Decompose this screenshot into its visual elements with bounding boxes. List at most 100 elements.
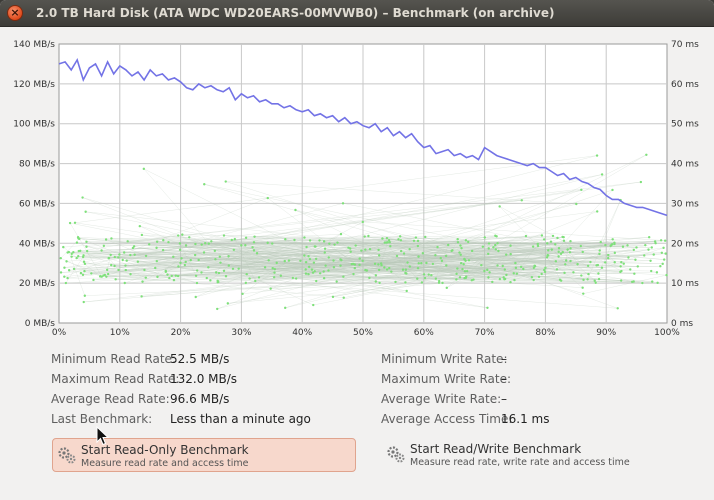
- access-time-point: [305, 245, 308, 249]
- read-only-button-subtitle: Measure read rate and access time: [81, 458, 249, 469]
- access-time-point: [456, 241, 460, 244]
- access-time-point: [650, 269, 653, 273]
- access-time-point: [332, 265, 336, 269]
- access-time-point: [373, 262, 377, 265]
- access-time-point: [660, 251, 664, 254]
- access-time-point: [480, 263, 483, 267]
- access-time-point: [287, 259, 291, 262]
- access-time-point: [84, 210, 87, 213]
- access-time-point: [143, 268, 146, 272]
- read-write-button-subtitle: Measure read rate, write rate and access…: [410, 457, 630, 468]
- access-time-point: [378, 281, 381, 285]
- access-time-point: [652, 253, 655, 256]
- access-time-point: [405, 289, 408, 293]
- access-time-point: [643, 254, 646, 257]
- access-time-point: [554, 243, 557, 246]
- access-time-point: [324, 264, 327, 267]
- access-time-point: [635, 246, 638, 249]
- access-time-point: [155, 240, 159, 243]
- access-time-point: [600, 173, 604, 176]
- access-time-point: [181, 233, 184, 236]
- access-time-point: [564, 263, 567, 266]
- access-time-point: [307, 254, 310, 258]
- access-time-point: [327, 269, 330, 272]
- access-time-point: [170, 274, 173, 278]
- access-time-point: [65, 260, 68, 263]
- access-time-point: [194, 242, 197, 246]
- benchmark-chart-svg: 0% 10% 20% 30% 40% 50% 60% 70% 80% 90% 100% 0 MB/s 2…: [13, 40, 699, 338]
- access-time-point: [252, 249, 256, 252]
- access-time-point: [339, 232, 343, 236]
- read-rate-line: [58, 57, 668, 217]
- access-time-point: [498, 277, 502, 281]
- min-write-rate-value: –: [501, 352, 507, 366]
- access-time-point: [189, 258, 192, 262]
- access-time-point: [73, 221, 77, 224]
- access-time-point: [645, 153, 648, 156]
- access-time-point: [395, 254, 399, 258]
- access-time-point: [244, 243, 247, 247]
- access-time-point: [580, 274, 583, 277]
- access-time-point: [79, 271, 83, 275]
- access-time-point: [365, 269, 369, 272]
- access-time-point: [622, 262, 625, 265]
- start-read-only-benchmark-button[interactable]: Start Read-Only Benchmark Measure read r…: [52, 438, 356, 472]
- access-time-point: [177, 265, 180, 268]
- access-time-point: [342, 275, 345, 278]
- access-time-point: [532, 278, 535, 282]
- access-time-point: [559, 279, 563, 282]
- access-time-point: [564, 259, 568, 262]
- access-time-point: [244, 281, 248, 285]
- access-time-point: [304, 272, 308, 275]
- access-time-point: [399, 249, 403, 253]
- access-time-point: [487, 242, 491, 245]
- access-time-point: [444, 254, 448, 258]
- access-time-point: [195, 269, 199, 272]
- access-time-point: [604, 243, 607, 247]
- close-icon[interactable]: ×: [7, 5, 23, 21]
- access-time-point: [327, 256, 330, 259]
- access-time-point: [459, 253, 462, 257]
- access-time-point: [545, 256, 549, 259]
- access-time-point: [253, 235, 256, 238]
- avg-access-time-value: 16.1 ms: [501, 412, 550, 426]
- access-time-point: [107, 256, 111, 260]
- access-time-point: [361, 259, 364, 263]
- access-time-point: [497, 249, 500, 253]
- access-time-point: [498, 205, 501, 208]
- access-time-point: [569, 259, 572, 263]
- access-time-point: [416, 277, 419, 280]
- access-time-point: [100, 249, 103, 252]
- access-time-point: [616, 307, 619, 310]
- gears-icon: [58, 447, 76, 464]
- access-time-point: [266, 241, 269, 245]
- access-time-point: [350, 262, 353, 266]
- access-time-point: [377, 263, 380, 266]
- x-tick-label: 100%: [654, 328, 680, 338]
- y-left-tick-label: 40 MB/s: [19, 239, 55, 249]
- access-time-point: [168, 276, 171, 280]
- access-time-point: [427, 273, 430, 276]
- start-read-write-benchmark-button[interactable]: Start Read/Write Benchmark Measure read …: [382, 438, 642, 472]
- y-right-tick-label: 30 ms: [671, 199, 699, 209]
- access-time-point: [85, 245, 88, 248]
- y-right-tick-label: 60 ms: [671, 80, 699, 90]
- access-time-point: [312, 261, 316, 264]
- access-time-point: [315, 279, 318, 283]
- max-write-rate-label: Maximum Write Rate:: [381, 372, 511, 386]
- access-time-point: [72, 267, 76, 271]
- access-time-point: [217, 271, 221, 275]
- access-time-point: [349, 250, 352, 253]
- access-time-point: [144, 276, 148, 279]
- access-time-point: [554, 260, 558, 263]
- access-time-point: [166, 273, 169, 276]
- access-time-point: [273, 271, 276, 274]
- access-time-point: [465, 269, 469, 273]
- access-time-point: [63, 275, 66, 278]
- access-time-point: [459, 262, 463, 265]
- access-time-point: [470, 249, 474, 253]
- access-time-point: [380, 264, 383, 267]
- access-time-point: [377, 248, 380, 252]
- access-time-point: [430, 274, 433, 277]
- access-time-point: [59, 271, 63, 274]
